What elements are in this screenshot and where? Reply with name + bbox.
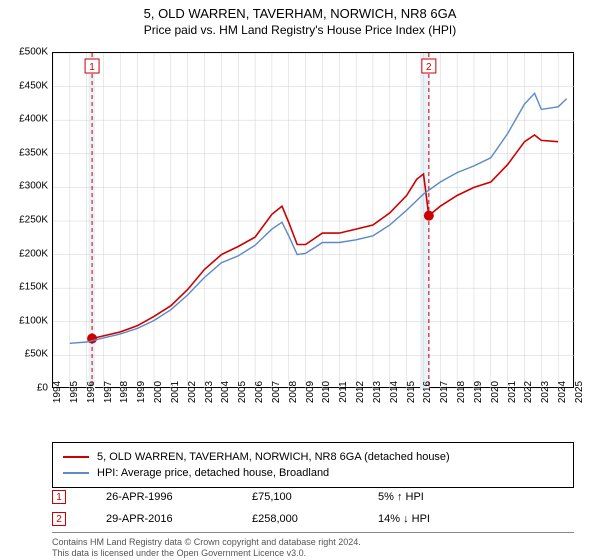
x-tick-label: 2010 <box>321 381 332 403</box>
y-tick-label: £50K <box>25 349 48 360</box>
x-tick-label: 2009 <box>305 381 316 403</box>
x-tick-label: 2022 <box>523 381 534 403</box>
y-tick-label: £200K <box>19 248 48 259</box>
x-tick-label: 2007 <box>271 381 282 403</box>
footer-line-2: This data is licensed under the Open Gov… <box>52 548 574 559</box>
x-tick-label: 2000 <box>153 381 164 403</box>
x-tick-label: 2020 <box>490 381 501 403</box>
x-tick-label: 1999 <box>136 381 147 403</box>
event-price: £258,000 <box>252 513 342 525</box>
x-tick-label: 1997 <box>103 381 114 403</box>
event-row: 2 29-APR-2016 £258,000 14% ↓ HPI <box>52 508 574 530</box>
x-tick-label: 1996 <box>86 381 97 403</box>
x-tick-label: 2008 <box>288 381 299 403</box>
legend-swatch <box>63 456 89 458</box>
event-row: 1 26-APR-1996 £75,100 5% ↑ HPI <box>52 486 574 508</box>
x-tick-label: 2015 <box>406 381 417 403</box>
x-tick-label: 2006 <box>254 381 265 403</box>
y-tick-label: £100K <box>19 315 48 326</box>
x-tick-label: 2003 <box>204 381 215 403</box>
series-line <box>92 135 558 339</box>
legend-swatch <box>63 472 89 474</box>
x-tick-label: 2001 <box>170 381 181 403</box>
event-date: 26-APR-1996 <box>106 491 216 503</box>
y-tick-label: £500K <box>19 47 48 58</box>
footer-line-1: Contains HM Land Registry data © Crown c… <box>52 537 574 548</box>
x-tick-label: 1995 <box>69 381 80 403</box>
x-tick-label: 2005 <box>237 381 248 403</box>
chart-svg: 12 <box>53 53 575 389</box>
y-tick-label: £150K <box>19 282 48 293</box>
event-badge: 1 <box>52 490 66 504</box>
chart-subtitle: Price paid vs. HM Land Registry's House … <box>0 23 600 37</box>
chart-container: 5, OLD WARREN, TAVERHAM, NORWICH, NR8 6G… <box>0 0 600 560</box>
event-date: 29-APR-2016 <box>106 513 216 525</box>
event-delta: 14% ↓ HPI <box>378 513 430 525</box>
chart-plot-area: 12 <box>52 52 574 388</box>
svg-text:1: 1 <box>89 62 95 73</box>
event-badge: 2 <box>52 512 66 526</box>
chart-title: 5, OLD WARREN, TAVERHAM, NORWICH, NR8 6G… <box>0 6 600 21</box>
x-tick-label: 1998 <box>119 381 130 403</box>
x-tick-label: 2002 <box>187 381 198 403</box>
x-tick-label: 2024 <box>557 381 568 403</box>
x-tick-label: 2021 <box>507 381 518 403</box>
legend-item: 5, OLD WARREN, TAVERHAM, NORWICH, NR8 6G… <box>63 449 563 465</box>
y-axis-ticks: £0£50K£100K£150K£200K£250K£300K£350K£400… <box>8 52 52 388</box>
legend-label: HPI: Average price, detached house, Broa… <box>97 465 329 481</box>
x-tick-label: 2011 <box>338 381 349 403</box>
x-tick-label: 2023 <box>540 381 551 403</box>
legend-box: 5, OLD WARREN, TAVERHAM, NORWICH, NR8 6G… <box>52 442 574 488</box>
y-tick-label: £450K <box>19 80 48 91</box>
x-tick-label: 2017 <box>439 381 450 403</box>
x-tick-label: 2013 <box>372 381 383 403</box>
event-price: £75,100 <box>252 491 342 503</box>
title-block: 5, OLD WARREN, TAVERHAM, NORWICH, NR8 6G… <box>0 0 600 39</box>
svg-text:2: 2 <box>426 62 432 73</box>
x-tick-label: 2019 <box>473 381 484 403</box>
x-axis-ticks: 1994199519961997199819992000200120022003… <box>52 388 574 440</box>
y-tick-label: £250K <box>19 215 48 226</box>
series-line <box>70 93 567 343</box>
event-delta: 5% ↑ HPI <box>378 491 424 503</box>
x-tick-label: 2014 <box>389 381 400 403</box>
events-block: 1 26-APR-1996 £75,100 5% ↑ HPI 2 29-APR-2016 £… <box>52 486 574 530</box>
legend-label: 5, OLD WARREN, TAVERHAM, NORWICH, NR8 6G… <box>97 449 450 465</box>
y-tick-label: £350K <box>19 147 48 158</box>
y-tick-label: £300K <box>19 181 48 192</box>
y-tick-label: £0 <box>37 383 48 394</box>
x-tick-label: 2016 <box>422 381 433 403</box>
x-tick-label: 2025 <box>574 381 585 403</box>
x-tick-label: 2004 <box>220 381 231 403</box>
x-tick-label: 2012 <box>355 381 366 403</box>
x-tick-label: 2018 <box>456 381 467 403</box>
event-marker <box>424 211 434 221</box>
y-tick-label: £400K <box>19 114 48 125</box>
legend-item: HPI: Average price, detached house, Broa… <box>63 465 563 481</box>
footer-block: Contains HM Land Registry data © Crown c… <box>52 532 574 559</box>
x-tick-label: 1994 <box>52 381 63 403</box>
